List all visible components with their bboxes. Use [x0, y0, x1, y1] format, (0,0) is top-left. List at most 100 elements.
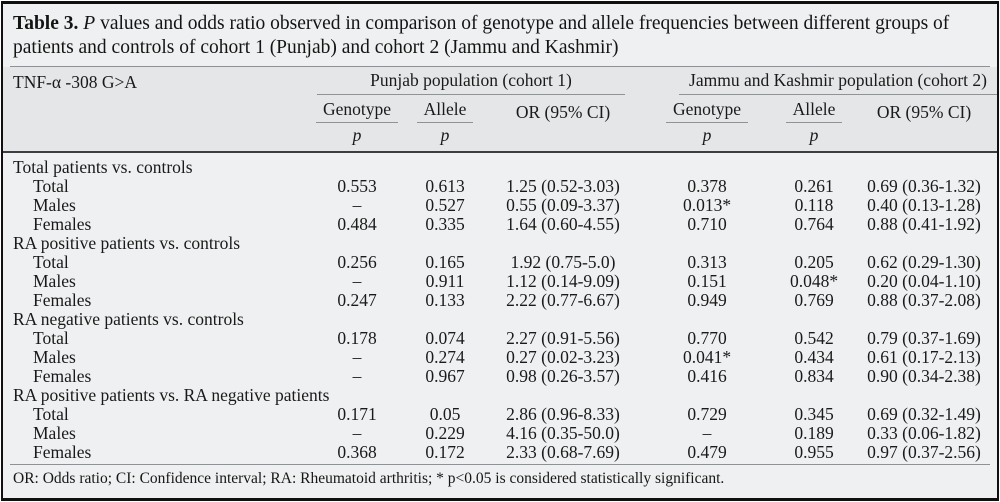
cell-value: 0.313 — [687, 252, 727, 272]
cell-value: 0.527 — [425, 195, 465, 215]
cell-value: 0.368 — [337, 442, 377, 462]
cell-value: 0.40 (0.13-1.28) — [867, 195, 981, 215]
column-header-genotype-punjab: Genotype — [313, 95, 401, 123]
cell-value: 0.274 — [425, 347, 465, 367]
cell-value: 0.62 (0.29-1.30) — [867, 252, 981, 272]
cell-value: 0.61 (0.17-2.13) — [867, 347, 981, 367]
p-column-label: p — [637, 123, 778, 153]
table-row: Females 0.247 0.133 2.22 (0.77-6.67) 0.9… — [3, 291, 997, 310]
cell-value: 0.55 (0.09-3.37) — [506, 195, 620, 215]
group-header-jammu-kashmir-label: Jammu and Kashmir population (cohort 2) — [679, 70, 997, 95]
cell-value: 0.041* — [682, 347, 732, 367]
table-row: Males – 0.274 0.27 (0.02-3.23) 0.041* 0.… — [3, 348, 997, 367]
row-label: Males — [33, 195, 76, 215]
cell-value: 0.118 — [794, 195, 834, 215]
cell-value: 0.048* — [789, 271, 839, 291]
cell-value: 0.074 — [425, 328, 465, 348]
row-label: Total — [33, 404, 69, 424]
section-label: Total patients vs. controls — [13, 157, 193, 177]
cell-value: 0.171 — [337, 404, 377, 424]
row-label: Males — [33, 271, 76, 291]
cell-value: 0.416 — [687, 366, 727, 386]
cell-value: 0.335 — [425, 214, 465, 234]
cell-value: 1.25 (0.52-3.03) — [506, 176, 620, 196]
table-row: Males – 0.527 0.55 (0.09-3.37) 0.013* 0.… — [3, 196, 997, 215]
cell-value: 0.613 — [425, 176, 465, 196]
cell-value: 0.261 — [794, 176, 834, 196]
cell-value: 0.189 — [794, 423, 834, 443]
empty-cell — [489, 123, 638, 153]
cell-value: 0.484 — [337, 214, 377, 234]
cell-value: 0.770 — [687, 328, 727, 348]
cell-value: 0.764 — [794, 214, 834, 234]
p-label-row: p p p p — [3, 123, 997, 153]
cell-value: 0.434 — [794, 347, 834, 367]
row-label: Females — [33, 214, 92, 234]
table-row: Males – 0.911 1.12 (0.14-9.09) 0.151 0.0… — [3, 272, 997, 291]
table-number: Table 3. — [13, 13, 79, 34]
section-row: Total patients vs. controls — [3, 152, 997, 177]
cell-value: 0.151 — [687, 271, 727, 291]
cell-value: 0.172 — [425, 442, 465, 462]
cell-value: 0.247 — [337, 290, 377, 310]
cell-value: 0.205 — [794, 252, 834, 272]
table-row: Females – 0.967 0.98 (0.26-3.57) 0.416 0… — [3, 367, 997, 386]
cell-value: – — [352, 271, 362, 291]
title-text: values and odds ratio observed in compar… — [13, 13, 950, 58]
cell-value: 0.20 (0.04-1.10) — [867, 271, 981, 291]
cell-value: 1.92 (0.75-5.0) — [510, 252, 616, 272]
table-row: Total 0.171 0.05 2.86 (0.96-8.33) 0.729 … — [3, 405, 997, 424]
cell-value: 2.22 (0.77-6.67) — [506, 290, 620, 310]
cell-value: – — [352, 366, 362, 386]
cell-value: 0.165 — [425, 252, 465, 272]
p-column-label: p — [777, 123, 852, 153]
cell-value: 0.90 (0.34-2.38) — [867, 366, 981, 386]
row-label: Males — [33, 423, 76, 443]
results-table: TNF-α -308 G>A Punjab population (cohort… — [3, 67, 997, 462]
row-label: Females — [33, 366, 92, 386]
cell-value: 0.542 — [794, 328, 834, 348]
cell-value: 0.79 (0.37-1.69) — [867, 328, 981, 348]
column-header-allele-punjab: Allele — [401, 95, 489, 123]
table-row: Total 0.553 0.613 1.25 (0.52-3.03) 0.378… — [3, 177, 997, 196]
row-label: Females — [33, 442, 92, 462]
section-row: RA positive patients vs. RA negative pat… — [3, 386, 997, 405]
cell-value: 0.553 — [337, 176, 377, 196]
row-label: Total — [33, 328, 69, 348]
section-row: RA negative patients vs. controls — [3, 310, 997, 329]
group-header-punjab-label: Punjab population (cohort 1) — [317, 70, 626, 95]
section-label: RA positive patients vs. RA negative pat… — [13, 385, 330, 405]
gene-column-header: TNF-α -308 G>A — [3, 67, 313, 153]
cell-value: 1.64 (0.60-4.55) — [506, 214, 620, 234]
cell-value: 0.949 — [687, 290, 727, 310]
cell-value: 0.178 — [337, 328, 377, 348]
row-label: Males — [33, 347, 76, 367]
cell-value: 0.345 — [794, 404, 834, 424]
cell-value: 0.05 — [429, 404, 461, 424]
cell-value: 2.86 (0.96-8.33) — [506, 404, 620, 424]
cell-value: – — [352, 195, 362, 215]
p-column-label: p — [401, 123, 489, 153]
divider-top — [10, 66, 990, 67]
cell-value: 0.229 — [425, 423, 465, 443]
cell-value: 2.27 (0.91-5.56) — [506, 328, 620, 348]
column-header-or-punjab: OR (95% CI) — [489, 95, 638, 123]
table-title: Table 3. P values and odds ratio observe… — [3, 4, 997, 65]
cell-value: 0.479 — [687, 442, 727, 462]
cell-value: 0.69 (0.32-1.49) — [867, 404, 981, 424]
column-header-allele-jk: Allele — [777, 95, 852, 123]
cell-value: 2.33 (0.68-7.69) — [506, 442, 620, 462]
cell-value: 0.88 (0.37-2.08) — [867, 290, 981, 310]
section-label: RA positive patients vs. controls — [13, 233, 241, 253]
cell-value: 0.955 — [794, 442, 834, 462]
group-header-jammu-kashmir: Jammu and Kashmir population (cohort 2) — [637, 67, 997, 95]
cell-value: 0.98 (0.26-3.57) — [506, 366, 620, 386]
row-label: Total — [33, 176, 69, 196]
group-header-row: TNF-α -308 G>A Punjab population (cohort… — [3, 67, 997, 153]
table-row: Females 0.368 0.172 2.33 (0.68-7.69) 0.4… — [3, 443, 997, 462]
column-header-genotype-jk: Genotype — [637, 95, 778, 123]
cell-value: – — [352, 347, 362, 367]
group-header-punjab: Punjab population (cohort 1) — [313, 67, 638, 95]
cell-value: 0.33 (0.06-1.82) — [867, 423, 981, 443]
